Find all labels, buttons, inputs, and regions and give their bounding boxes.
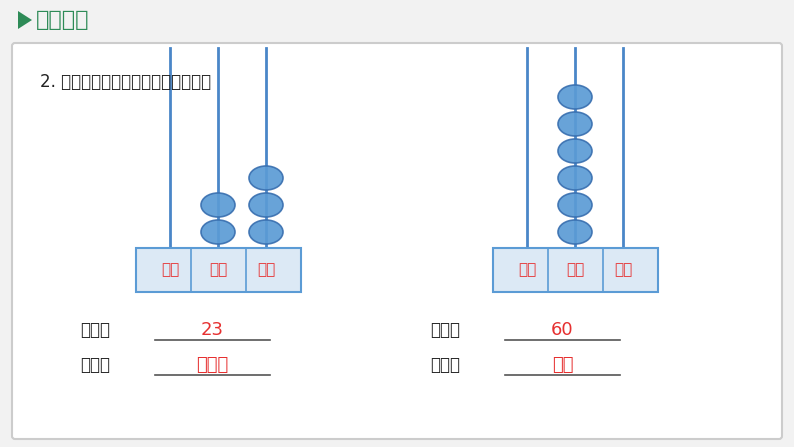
Ellipse shape [558,220,592,244]
Text: 二十三: 二十三 [196,356,229,374]
Ellipse shape [558,193,592,217]
Text: 写作：: 写作： [430,321,460,339]
Ellipse shape [201,193,235,217]
Polygon shape [18,11,32,29]
Bar [0,0,794,40]
Ellipse shape [558,85,592,109]
Text: 个位: 个位 [614,262,632,278]
Text: 百位: 百位 [161,262,179,278]
Ellipse shape [249,193,283,217]
Text: 2. 写出计数器表示的数，并读出来。: 2. 写出计数器表示的数，并读出来。 [40,73,211,91]
Text: 读作：: 读作： [80,356,110,374]
Text: 十位: 十位 [566,262,584,278]
Ellipse shape [558,139,592,163]
Ellipse shape [249,166,283,190]
Text: 十位: 十位 [209,262,227,278]
Text: 60: 60 [551,321,574,339]
Text: 个位: 个位 [257,262,276,278]
Text: 课堂导入: 课堂导入 [36,10,90,30]
FancyBboxPatch shape [12,43,782,439]
Bar [492,248,657,292]
Text: 百位: 百位 [518,262,536,278]
Text: 写作：: 写作： [80,321,110,339]
Ellipse shape [558,166,592,190]
Bar [136,248,300,292]
Text: 读作：: 读作： [430,356,460,374]
Text: 23: 23 [201,321,224,339]
Ellipse shape [558,112,592,136]
Ellipse shape [201,220,235,244]
Ellipse shape [249,220,283,244]
Text: 六十: 六十 [552,356,573,374]
